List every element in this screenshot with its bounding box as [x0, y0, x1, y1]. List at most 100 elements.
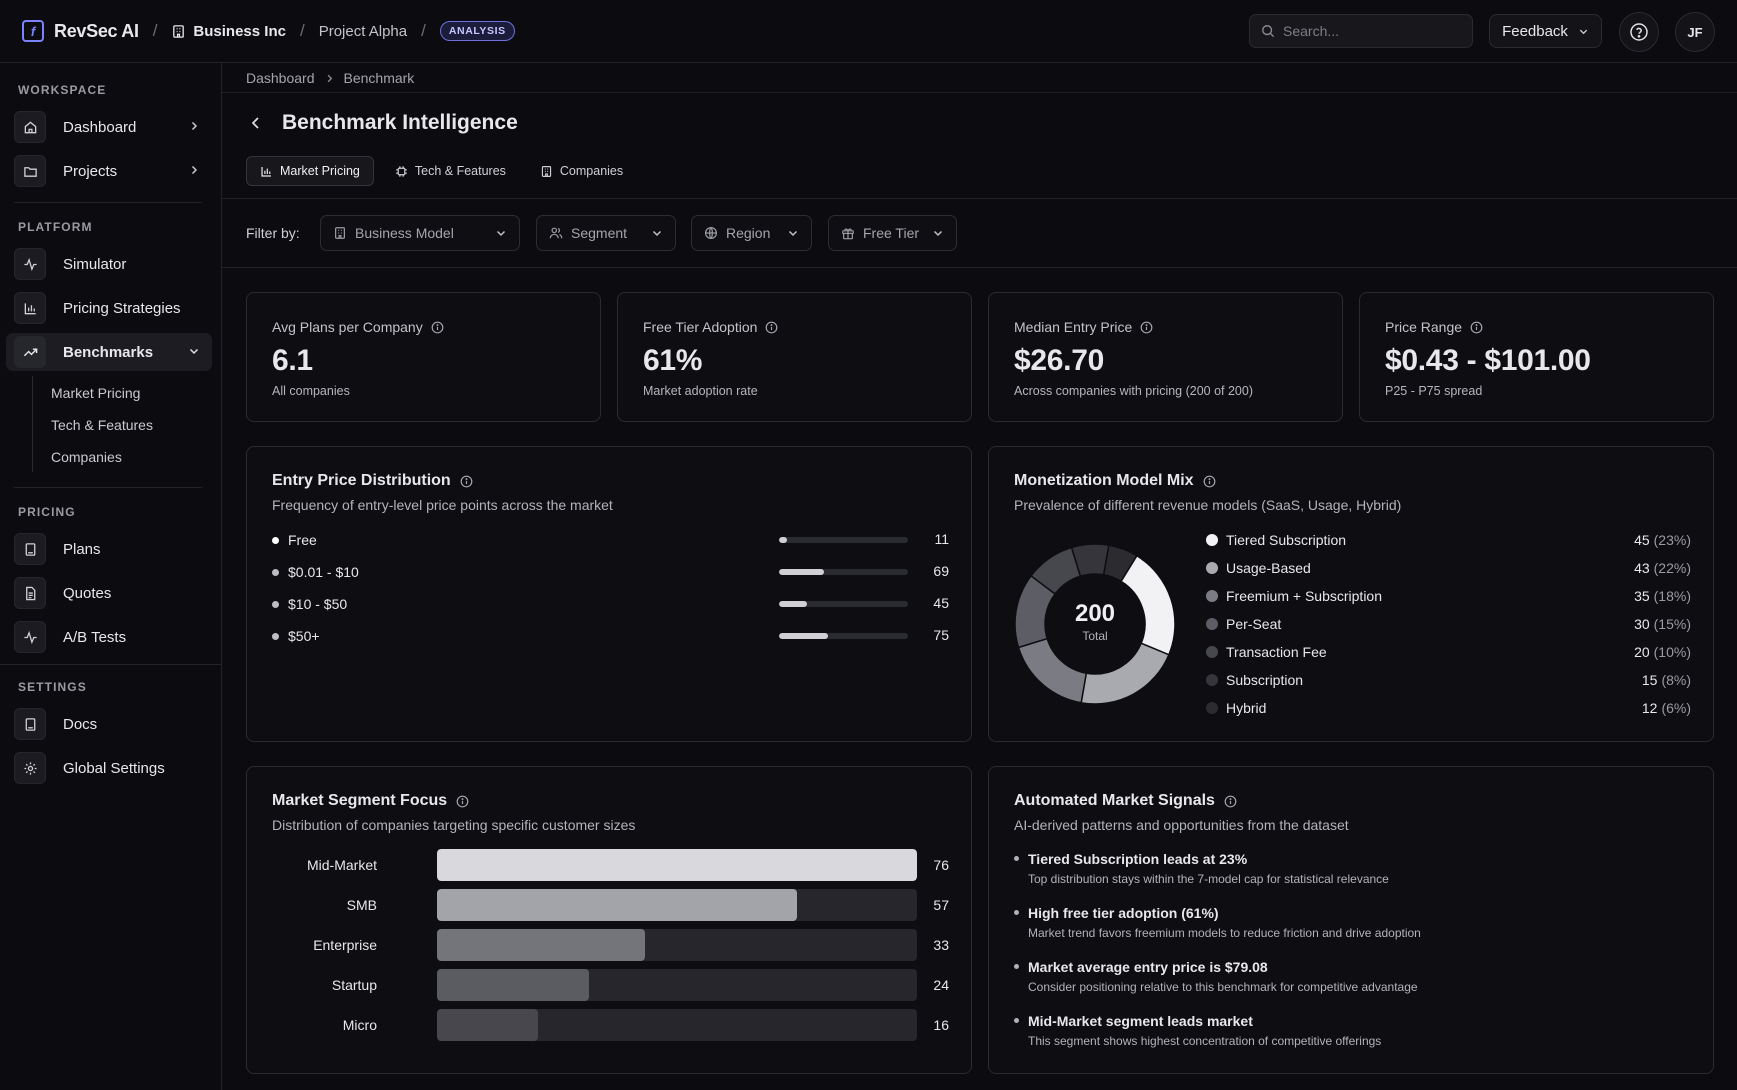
- filter-free-tier[interactable]: Free Tier: [828, 215, 957, 251]
- segment-bar-fill[interactable]: [437, 1009, 539, 1041]
- breadcrumb-benchmark: Benchmark: [343, 70, 415, 86]
- card-subtitle: Frequency of entry-level price points ac…: [272, 497, 613, 513]
- sidebar-item-docs[interactable]: Docs: [6, 705, 212, 743]
- stat-value: $26.70: [1014, 344, 1104, 377]
- bar-chart-icon: [14, 292, 46, 324]
- search-input[interactable]: Search...: [1249, 14, 1473, 48]
- tab-market-pricing[interactable]: Market Pricing: [246, 156, 374, 186]
- sidebar-item-projects[interactable]: Projects: [6, 152, 212, 190]
- filter-business-model[interactable]: Business Model: [320, 215, 520, 251]
- info-icon[interactable]: [456, 795, 469, 808]
- info-icon[interactable]: [1224, 795, 1237, 808]
- donut-slice[interactable]: [1014, 574, 1057, 649]
- info-icon[interactable]: [460, 475, 473, 488]
- sidebar-subitem-market-pricing[interactable]: Market Pricing: [51, 385, 141, 401]
- donut-slice[interactable]: [1070, 543, 1110, 578]
- section-label-workspace: WORKSPACE: [18, 83, 107, 97]
- book-icon: [14, 533, 46, 565]
- card-subtitle: Prevalence of different revenue models (…: [1014, 497, 1402, 513]
- back-arrow-icon[interactable]: [248, 115, 264, 131]
- card-title-text: Market Segment Focus: [272, 792, 448, 809]
- stat-value: 61%: [643, 344, 703, 377]
- card-title: Entry Price Distribution: [272, 472, 473, 490]
- filter-region[interactable]: Region: [691, 215, 812, 251]
- legend-value: 45 (23%): [1634, 532, 1691, 548]
- stat-card-median-price: Median Entry Price $26.70 Across compani…: [988, 292, 1343, 422]
- chevron-down-icon: [496, 230, 506, 237]
- legend-item: Transaction Fee 20 (10%): [1206, 641, 1691, 663]
- legend-item: Usage-Based 43 (22%): [1206, 557, 1691, 579]
- feedback-button[interactable]: Feedback: [1489, 14, 1602, 48]
- distribution-count: 45: [933, 595, 949, 611]
- trending-up-icon: [14, 336, 46, 368]
- distribution-count: 75: [933, 627, 949, 643]
- sidebar-item-label: Dashboard: [63, 118, 137, 136]
- section-label-pricing: PRICING: [18, 505, 76, 519]
- distribution-row: Free 11: [272, 530, 949, 550]
- entry-price-distribution-card: Entry Price Distribution Frequency of en…: [246, 446, 972, 742]
- info-icon[interactable]: [1470, 321, 1483, 334]
- chevron-down-icon: [933, 230, 943, 237]
- card-title-text: Automated Market Signals: [1014, 792, 1215, 809]
- stat-label-text: Median Entry Price: [1014, 319, 1133, 335]
- segment-bar-fill[interactable]: [437, 889, 797, 921]
- tab-companies[interactable]: Companies: [527, 156, 636, 186]
- project-name[interactable]: Project Alpha: [318, 22, 408, 40]
- sidebar-item-simulator[interactable]: Simulator: [6, 245, 212, 283]
- donut-slice[interactable]: [1029, 546, 1082, 596]
- logo-icon[interactable]: f: [22, 20, 44, 42]
- stat-caption: All companies: [272, 384, 350, 398]
- chevron-down-icon: [652, 230, 662, 237]
- sidebar-item-plans[interactable]: Plans: [6, 530, 212, 568]
- help-button[interactable]: [1619, 12, 1659, 52]
- sidebar-subitem-tech-features[interactable]: Tech & Features: [51, 417, 153, 433]
- segment-bar-fill[interactable]: [437, 929, 646, 961]
- segment-bar-fill[interactable]: [437, 849, 917, 881]
- cpu-icon: [396, 165, 407, 177]
- donut-chart: 200 Total: [1014, 543, 1176, 705]
- filter-segment[interactable]: Segment: [536, 215, 676, 251]
- brand-name[interactable]: RevSec AI: [54, 20, 139, 41]
- legend-percent: (10%): [1653, 644, 1691, 660]
- breadcrumb-dashboard[interactable]: Dashboard: [246, 70, 315, 86]
- gift-icon: [842, 228, 854, 240]
- signal-title: Tiered Subscription leads at 23%: [1014, 851, 1674, 867]
- signal-description: Consider positioning relative to this be…: [1028, 980, 1418, 994]
- info-icon[interactable]: [1203, 475, 1216, 488]
- donut-slice[interactable]: [1017, 637, 1088, 704]
- sidebar-item-quotes[interactable]: Quotes: [6, 574, 212, 612]
- distribution-bar-track: [779, 537, 908, 543]
- tab-label: Tech & Features: [414, 164, 506, 178]
- donut-slice[interactable]: [1120, 554, 1176, 656]
- stat-label-text: Price Range: [1385, 319, 1463, 335]
- segment-bar-track: [437, 929, 917, 961]
- segment-bar-fill[interactable]: [437, 969, 589, 1001]
- sidebar-item-global-settings[interactable]: Global Settings: [6, 749, 212, 787]
- donut-total-label: Total: [1082, 629, 1107, 643]
- activity-icon: [14, 248, 46, 280]
- sidebar-item-benchmarks[interactable]: Benchmarks: [6, 333, 212, 371]
- sidebar-item-ab-tests[interactable]: A/B Tests: [6, 618, 212, 656]
- org-name: Business Inc: [193, 22, 286, 40]
- sidebar-subitem-companies[interactable]: Companies: [51, 449, 122, 465]
- segment-bar-track: [437, 1009, 917, 1041]
- stat-label-text: Avg Plans per Company: [272, 319, 423, 335]
- avatar[interactable]: JF: [1675, 12, 1715, 52]
- tab-tech-features[interactable]: Tech & Features: [382, 156, 519, 186]
- stat-card-free-tier: Free Tier Adoption 61% Market adoption r…: [617, 292, 972, 422]
- legend-count: 35: [1634, 588, 1650, 604]
- donut-slice[interactable]: [1080, 642, 1170, 705]
- signal-description: Top distribution stays within the 7-mode…: [1028, 872, 1389, 886]
- sidebar-item-dashboard[interactable]: Dashboard: [6, 108, 212, 146]
- distribution-count: 11: [934, 531, 949, 547]
- info-icon[interactable]: [765, 321, 778, 334]
- org-switcher[interactable]: Business Inc: [171, 23, 286, 40]
- legend-label: Per-Seat: [1226, 616, 1282, 632]
- signal-title: Mid-Market segment leads market: [1014, 1013, 1674, 1029]
- stat-caption: Across companies with pricing (200 of 20…: [1014, 384, 1254, 398]
- submenu-guide-line: [32, 376, 33, 472]
- sidebar-item-pricing-strategies[interactable]: Pricing Strategies: [6, 289, 212, 327]
- info-icon[interactable]: [1140, 321, 1153, 334]
- stat-label: Free Tier Adoption: [643, 319, 778, 335]
- info-icon[interactable]: [431, 321, 444, 334]
